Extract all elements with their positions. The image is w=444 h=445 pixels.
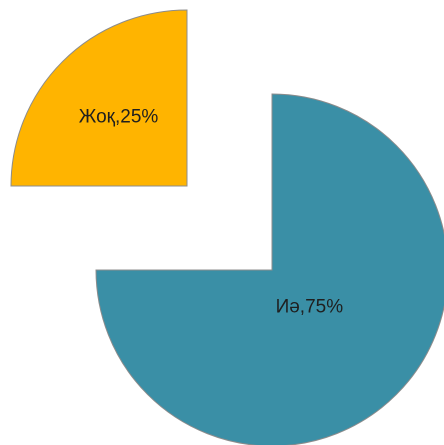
pie-slice-1 [95,93,444,445]
slices-layer [10,9,444,445]
pie-slice-label-1: Иә,75% [276,296,344,317]
labels-layer: Иә,75% Жоқ,25% [79,107,343,318]
pie-slice-label-2: Жоқ,25% [79,107,159,128]
pie-slice-2 [10,9,188,187]
